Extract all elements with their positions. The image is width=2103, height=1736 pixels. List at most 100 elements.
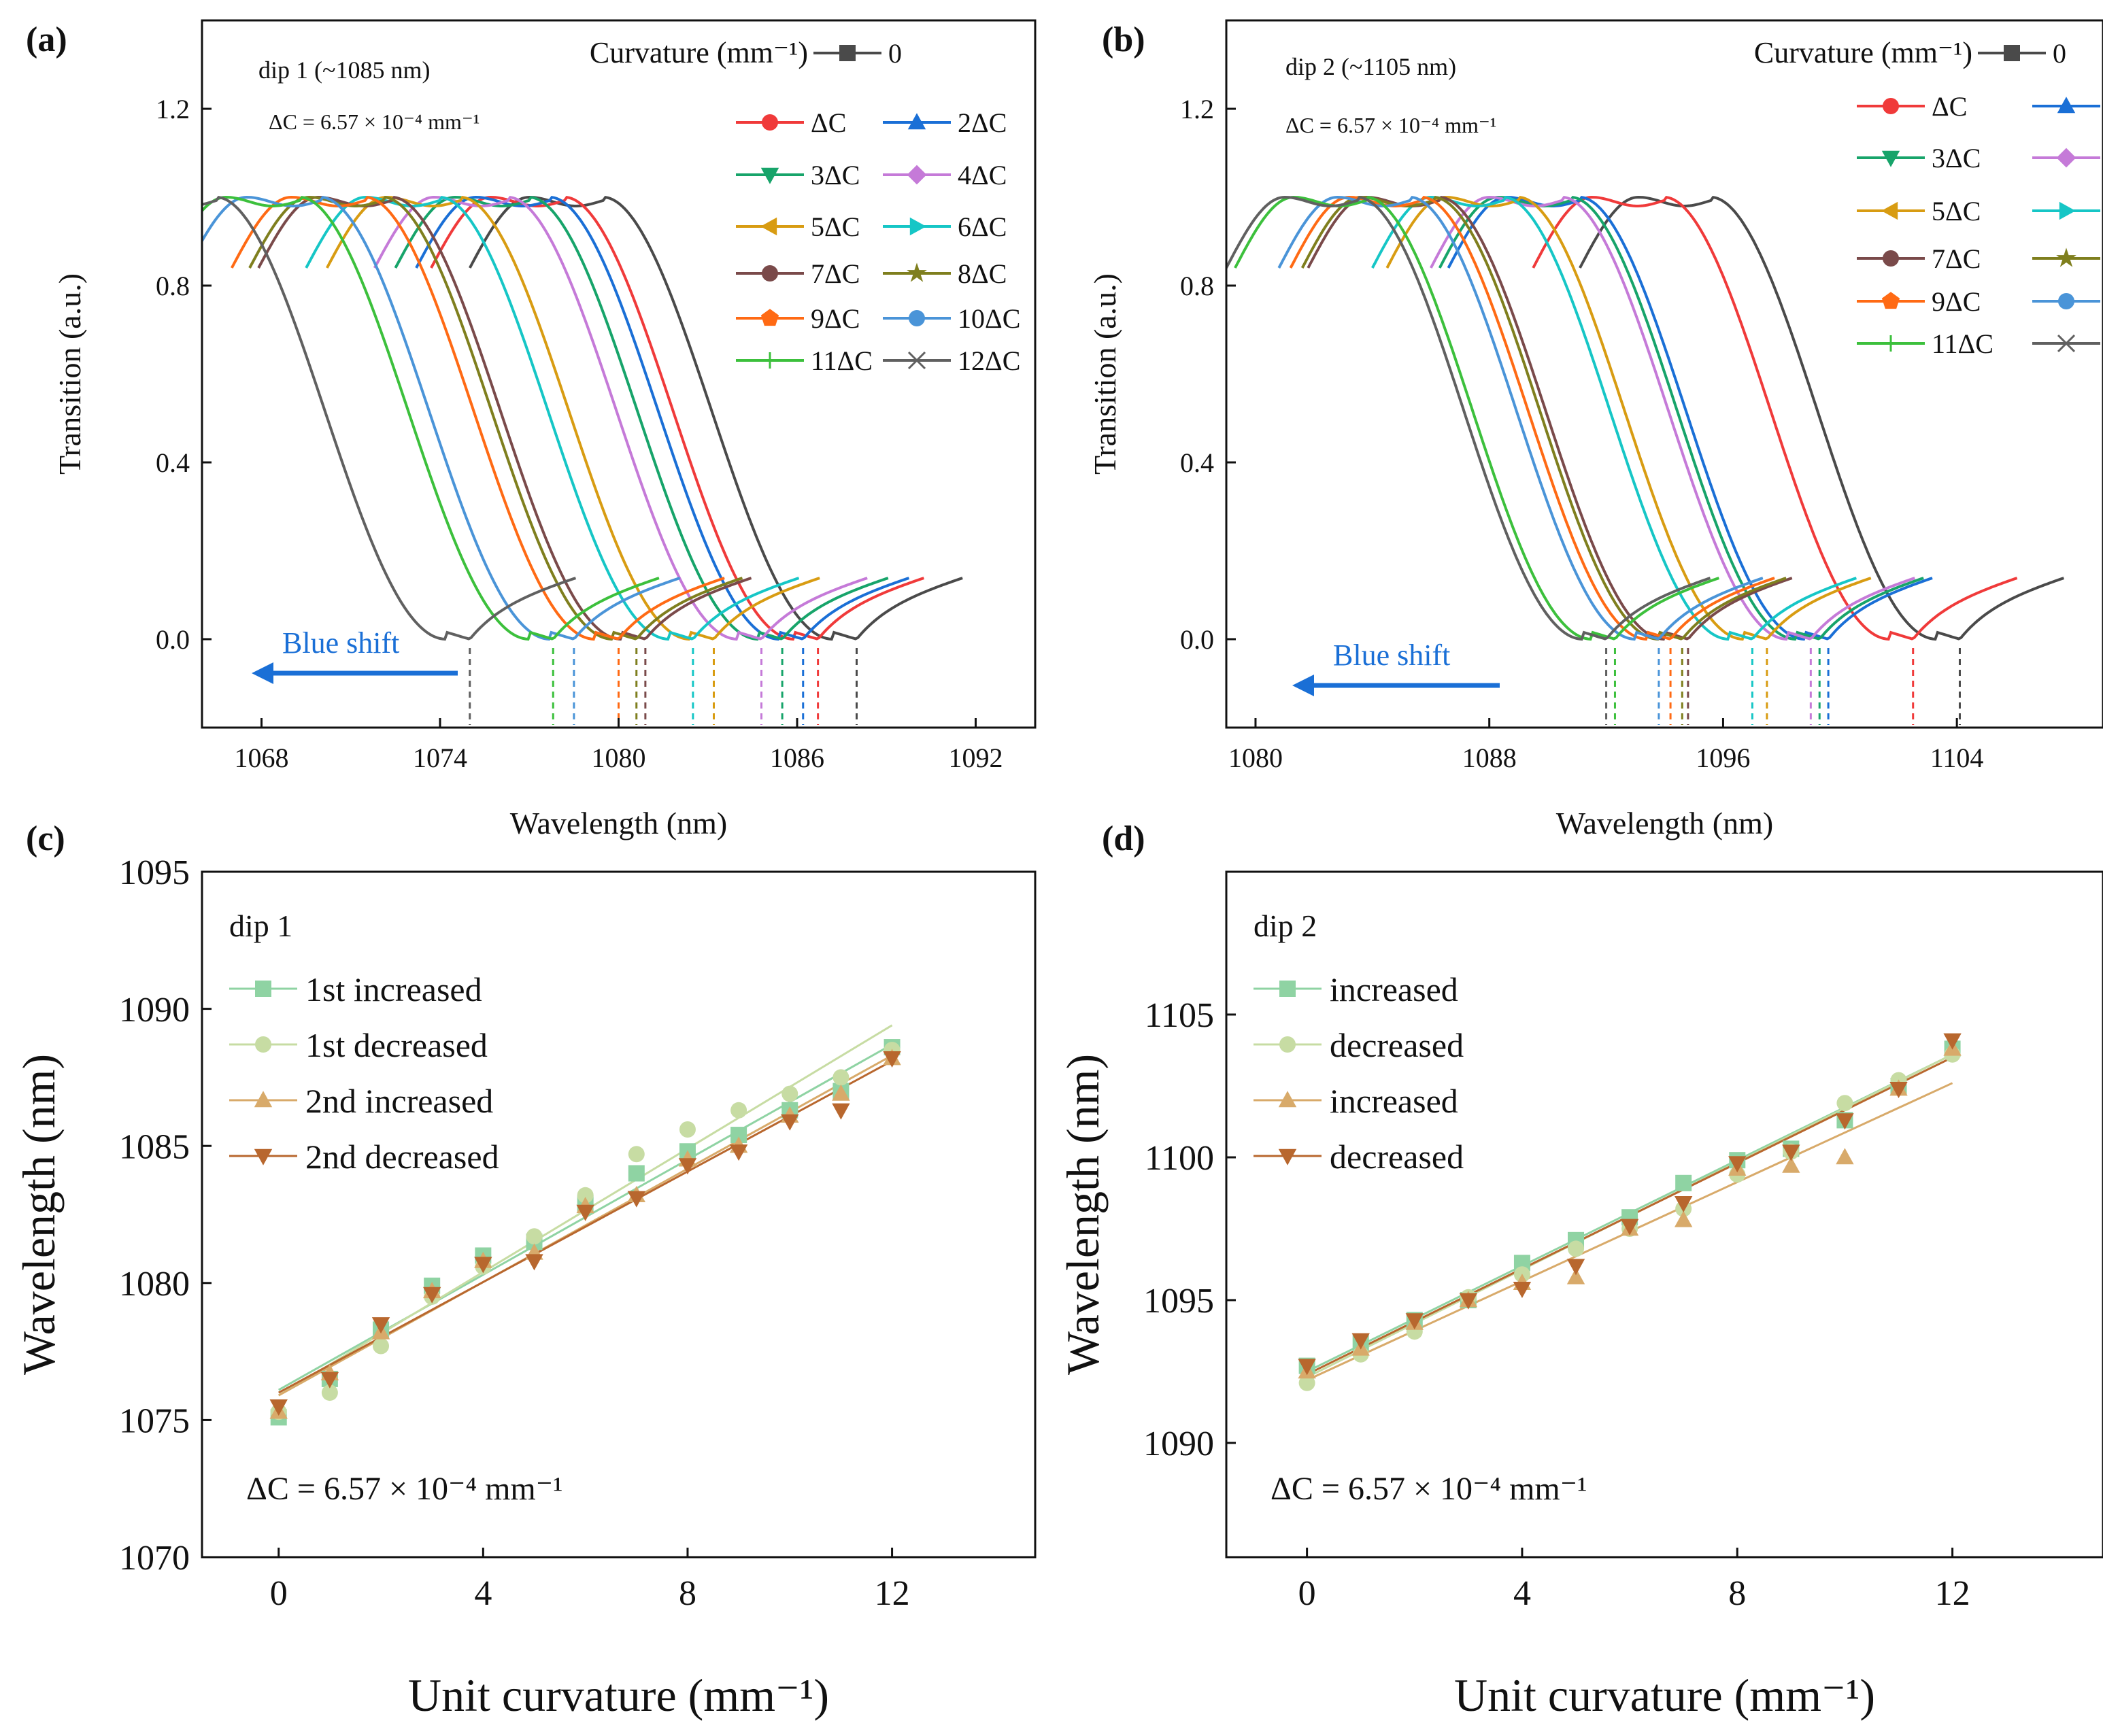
data-point-shape: [679, 1121, 696, 1138]
data-point-shape: [1889, 1082, 1908, 1098]
legend-label: ΔC: [1932, 91, 1967, 122]
data-point-shape: [678, 1158, 697, 1175]
data-point-shape: [1943, 1033, 1962, 1050]
spectrum-line: [1438, 195, 1924, 641]
x-tick-label: 1080: [1228, 743, 1283, 773]
data-point: [1782, 1144, 1800, 1161]
data-point: [526, 1228, 543, 1245]
data-point: [832, 1069, 849, 1086]
plot-frame: [1225, 19, 2103, 729]
legend-marker-shape: [254, 1091, 273, 1108]
data-point: [474, 1257, 492, 1274]
data-point-shape: [781, 1114, 799, 1131]
data-point: [1836, 1095, 1853, 1112]
legend-label: 5ΔC: [811, 211, 860, 242]
legend-marker: [2058, 293, 2074, 309]
legend-marker-shape: [2004, 45, 2020, 61]
blue-shift-label: Blue shift: [1333, 639, 1450, 672]
data-point: [628, 1165, 645, 1182]
legend-marker: [1881, 292, 1900, 309]
data-point-shape: [1782, 1156, 1800, 1173]
data-point-shape: [321, 1384, 338, 1401]
legend-marker: [2004, 45, 2020, 61]
data-point-shape: [628, 1146, 645, 1163]
legend-marker-shape: [2058, 293, 2074, 309]
legend-marker: [909, 310, 925, 326]
legend-label: 12ΔC: [958, 345, 1020, 376]
legend-marker: [1278, 1148, 1297, 1165]
data-point-shape: [1782, 1144, 1800, 1161]
y-tick-label: 0.8: [1180, 271, 1214, 301]
data-point: [730, 1102, 747, 1119]
data-point: [1782, 1156, 1800, 1173]
legend-marker: [909, 217, 926, 236]
legend-label: 4ΔC: [958, 160, 1007, 190]
legend-label: 2nd decreased: [305, 1138, 499, 1176]
data-point-shape: [781, 1085, 798, 1102]
legend-label: increased: [1330, 1082, 1458, 1120]
spectrum-line: [202, 195, 660, 641]
dip-annotation: dip 1: [229, 908, 292, 943]
spectrum-line: [1447, 195, 1933, 641]
plot-frame: [1225, 870, 2103, 1559]
legend-label: 6ΔC: [958, 211, 1007, 242]
legend-marker: [907, 165, 927, 185]
spectra-group: [202, 195, 963, 641]
x-tick-label: 8: [679, 1574, 696, 1613]
y-axis-title: Transition (a.u.): [52, 273, 87, 475]
data-point: [269, 1399, 288, 1416]
legend-marker: [907, 262, 927, 282]
data-point-shape: [526, 1228, 543, 1245]
legend-label: 9ΔC: [1932, 286, 1981, 317]
data-point: [679, 1121, 696, 1138]
data-point-shape: [1405, 1313, 1424, 1330]
x-tick-label: 4: [1513, 1574, 1531, 1613]
plot-frame: [201, 870, 1037, 1559]
data-point-shape: [1836, 1148, 1854, 1165]
spectrum-line: [1277, 195, 1764, 641]
x-axis-title: Unit curvature (mm⁻¹): [408, 1669, 829, 1721]
data-point-shape: [1298, 1359, 1316, 1376]
legend-marker-shape: [2056, 148, 2076, 168]
legend-label: 1st decreased: [305, 1026, 488, 1064]
legend-label: 9ΔC: [811, 303, 860, 334]
data-point-shape: [525, 1254, 543, 1271]
data-point: [1298, 1374, 1315, 1391]
data-point-shape: [1674, 1210, 1693, 1227]
x-tick-label: 1074: [413, 743, 467, 773]
y-axis-title: Wavelength (nm): [1057, 1054, 1109, 1375]
legend-title: Curvature (mm⁻¹): [1754, 36, 1972, 69]
data-point: [1351, 1333, 1370, 1350]
y-tick-label: 1090: [119, 991, 190, 1029]
y-tick-label: 1095: [119, 853, 190, 892]
data-point: [729, 1144, 748, 1161]
legend-marker-b: [907, 351, 926, 370]
data-point: [1459, 1293, 1478, 1310]
spectrum-line: [231, 195, 725, 641]
x-tick-label: 1096: [1696, 743, 1750, 773]
panel-label: (c): [26, 819, 65, 858]
y-tick-label: 1075: [119, 1402, 190, 1441]
legend-marker: [1883, 98, 1899, 114]
legend-label: 2ΔC: [958, 107, 1007, 138]
legend-marker: [2059, 201, 2076, 220]
x-tick-label: 4: [474, 1574, 492, 1613]
spectrum-line: [326, 195, 820, 641]
y-tick-label: 1.2: [1180, 94, 1214, 124]
legend-marker-shape: [839, 45, 856, 61]
panel-label: (d): [1102, 819, 1145, 858]
y-tick-label: 1090: [1143, 1425, 1214, 1463]
legend-marker: [2057, 334, 2076, 353]
data-point-shape: [832, 1084, 850, 1101]
delta-c-label: ΔC = 6.57 × 10⁻⁴ mm⁻¹: [246, 1471, 563, 1507]
data-point-shape: [1620, 1219, 1639, 1236]
legend-marker: [2057, 97, 2076, 114]
x-axis-title: Wavelength (nm): [1556, 806, 1773, 840]
legend-marker: [760, 309, 779, 326]
legend-marker: [255, 1036, 271, 1053]
data-point-shape: [1675, 1174, 1692, 1191]
legend-marker-shape: [909, 217, 926, 236]
data-point-shape: [1298, 1374, 1315, 1391]
legend: Curvature (mm⁻¹)0ΔC2ΔC3ΔC4ΔC5ΔC6ΔC7ΔC8ΔC…: [1754, 36, 2100, 359]
